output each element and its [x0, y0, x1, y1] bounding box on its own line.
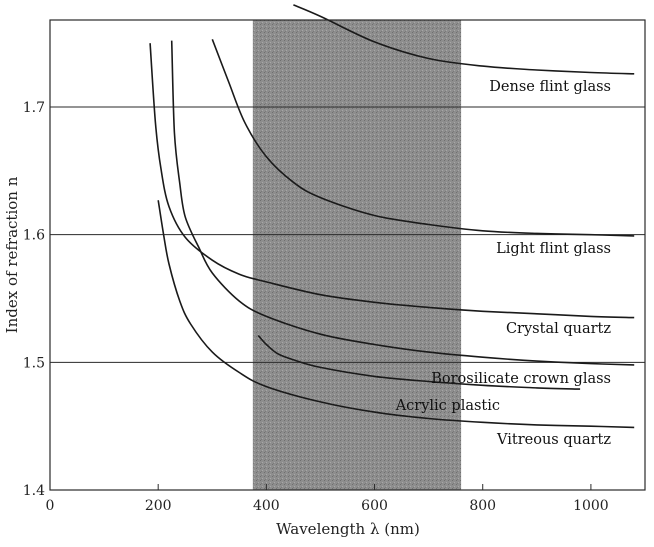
- y-tick-label: 1.5: [23, 355, 45, 371]
- series-line-crystal-quartz: [149, 43, 635, 319]
- series-label-vitreous-quartz: Vitreous quartz: [496, 432, 611, 448]
- y-tick-label: 1.6: [23, 228, 45, 244]
- visible-spectrum-band: [252, 20, 462, 490]
- tick-layer: 1.4 1.5 1.6 1.7 0 200 400 600 800 1000: [23, 100, 609, 514]
- x-tick-label: 400: [253, 498, 280, 514]
- y-tick-label: 1.4: [23, 483, 45, 499]
- series-label-borosilicate-crown-glass: Borosilicate crown glass: [431, 371, 611, 387]
- series-line-borosilicate-crown-glass: [170, 40, 635, 366]
- series-line-acrylic-plastic: [257, 334, 581, 390]
- series-label-crystal-quartz: Crystal quartz: [506, 321, 611, 337]
- plot-frame: [49, 19, 646, 491]
- x-tick-label: 1000: [573, 498, 609, 514]
- curve-label-layer: Dense flint glass Light flint glass Crysta…: [395, 79, 612, 448]
- series-line-light-flint-glass: [211, 39, 635, 237]
- y-tick-label: 1.7: [23, 100, 45, 116]
- series-line-dense-flint-glass: [293, 4, 635, 75]
- y-axis-title: Index of refraction n: [3, 176, 21, 333]
- x-tick-label: 800: [469, 498, 496, 514]
- series-label-light-flint-glass: Light flint glass: [496, 241, 611, 257]
- series-line-vitreous-quartz: [157, 200, 635, 429]
- series-label-acrylic-plastic: Acrylic plastic: [395, 398, 500, 414]
- visible-spectrum-band-layer: [252, 20, 462, 490]
- x-axis-title: Wavelength λ (nm): [276, 520, 420, 538]
- x-tick-label: 200: [145, 498, 172, 514]
- x-tick-label: 0: [46, 498, 55, 514]
- series-label-dense-flint-glass: Dense flint glass: [489, 79, 611, 95]
- x-tick-label: 600: [361, 498, 388, 514]
- curve-layer: [149, 4, 635, 429]
